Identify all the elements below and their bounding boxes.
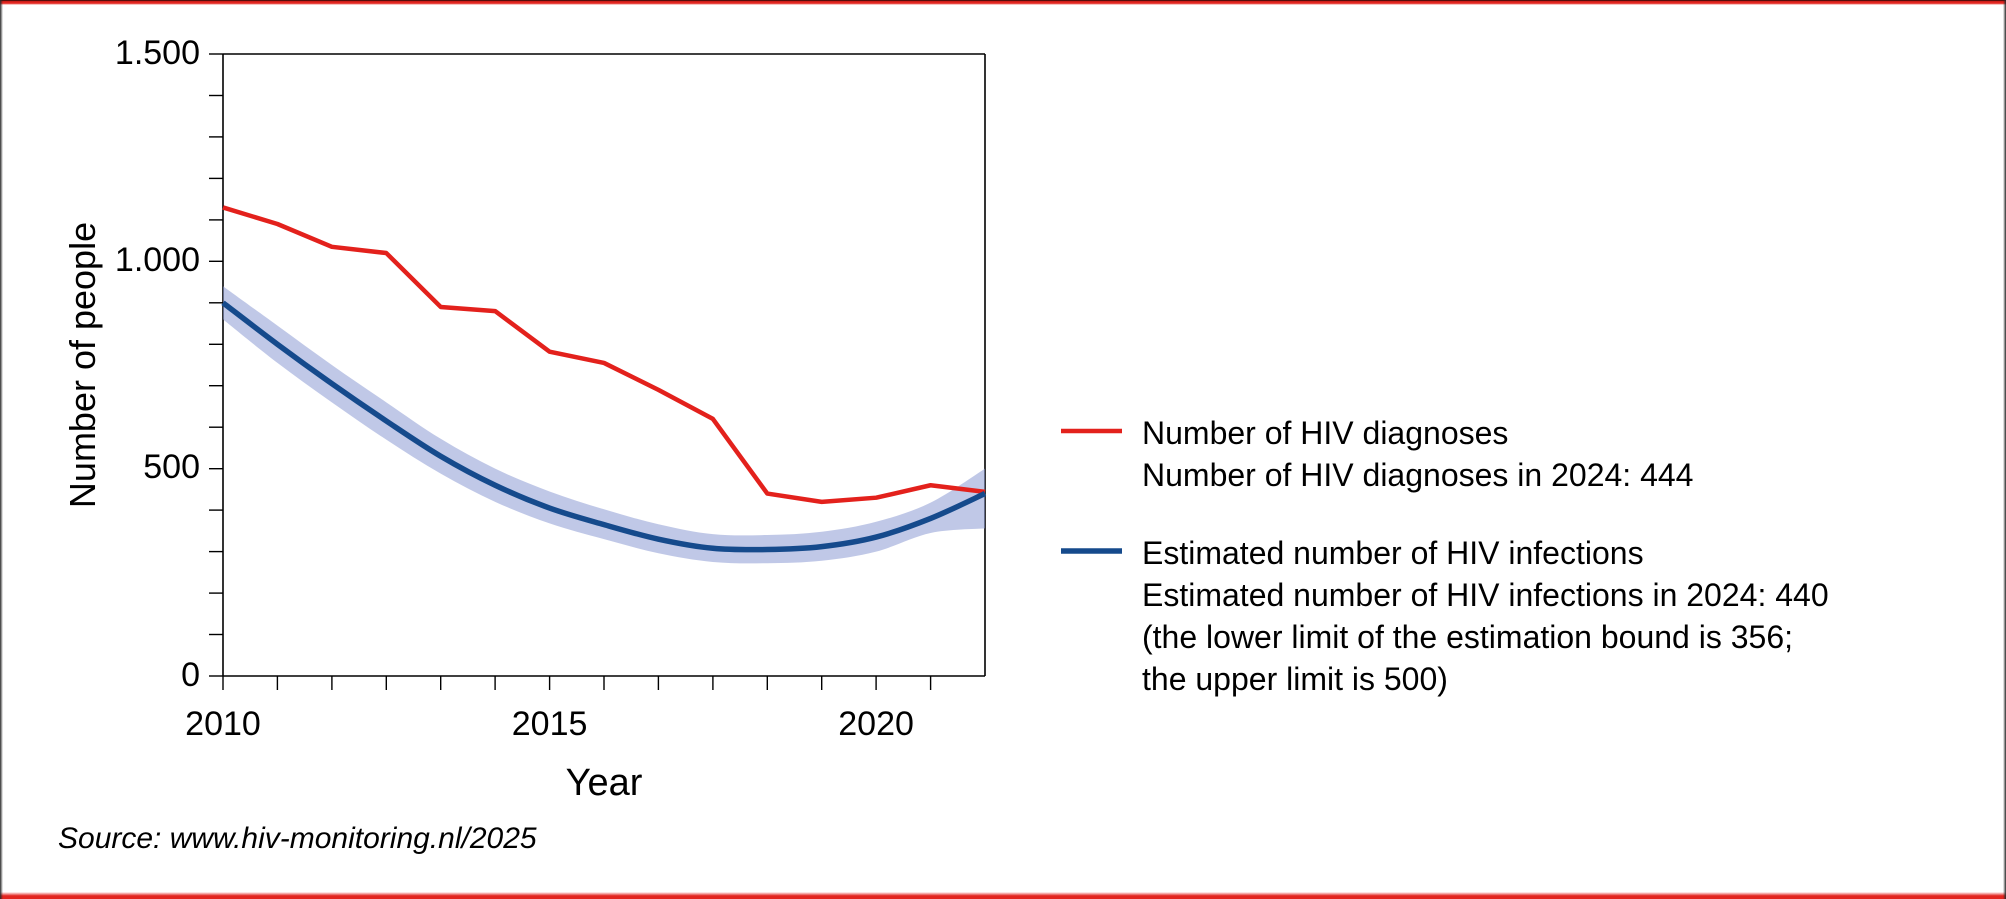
svg-text:Estimated number of HIV infect: Estimated number of HIV infections in 20…	[1142, 577, 1829, 613]
svg-text:1.500: 1.500	[115, 34, 200, 72]
svg-text:2015: 2015	[512, 705, 588, 743]
svg-text:0: 0	[181, 656, 200, 694]
svg-text:Source: www.hiv-monitoring.nl/: Source: www.hiv-monitoring.nl/2025	[58, 822, 537, 855]
svg-text:Number of HIV diagnoses in 202: Number of HIV diagnoses in 2024: 444	[1142, 457, 1693, 493]
svg-text:Estimated number of HIV infect: Estimated number of HIV infections	[1142, 535, 1644, 571]
svg-text:500: 500	[143, 448, 200, 486]
svg-text:Number of people: Number of people	[62, 222, 103, 508]
svg-text:(the lower limit of the estima: (the lower limit of the estimation bound…	[1142, 619, 1793, 655]
svg-text:Year: Year	[566, 762, 643, 804]
svg-text:Number of HIV diagnoses: Number of HIV diagnoses	[1142, 415, 1508, 451]
svg-text:the upper limit is 500): the upper limit is 500)	[1142, 661, 1448, 697]
svg-text:1.000: 1.000	[115, 241, 200, 279]
svg-text:2010: 2010	[185, 705, 261, 743]
svg-text:2020: 2020	[838, 705, 914, 743]
